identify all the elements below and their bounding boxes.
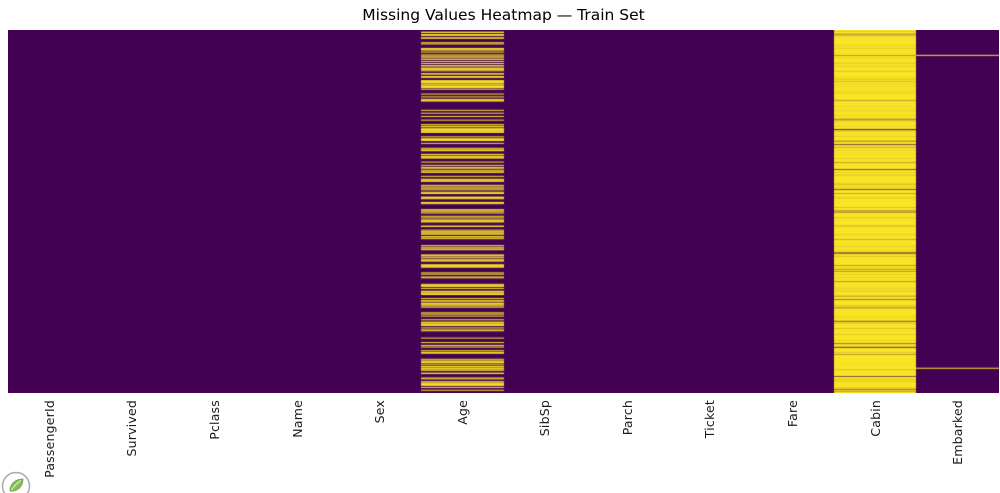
x-tick-pclass: Pclass [173, 400, 256, 492]
chart-title: Missing Values Heatmap — Train Set [362, 6, 645, 24]
x-tick-label: Cabin [867, 400, 883, 437]
x-tick-parch: Parch [586, 400, 669, 492]
watermark-logo [1, 471, 31, 493]
x-tick-name: Name [256, 400, 339, 492]
x-tick-label: Survived [124, 400, 140, 457]
x-tick-ticket: Ticket [669, 400, 752, 492]
x-axis-tick-labels: PassengerId Survived Pclass Name Sex Age… [8, 400, 999, 492]
x-tick-cabin: Cabin [834, 400, 917, 492]
x-tick-label: Fare [784, 400, 800, 428]
x-tick-label: Pclass [206, 400, 222, 440]
heatmap-canvas [8, 30, 999, 393]
x-tick-survived: Survived [91, 400, 174, 492]
x-tick-label: PassengerId [41, 400, 57, 478]
x-tick-sex: Sex [338, 400, 421, 492]
x-tick-label: Embarked [950, 400, 966, 465]
x-tick-label: SibSp [537, 400, 553, 437]
x-tick-label: Parch [619, 400, 635, 436]
x-tick-embarked: Embarked [916, 400, 999, 492]
x-tick-fare: Fare [751, 400, 834, 492]
plot-area [8, 30, 999, 393]
x-tick-label: Age [454, 400, 470, 425]
x-tick-age: Age [421, 400, 504, 492]
x-tick-sibsp: SibSp [503, 400, 586, 492]
x-tick-label: Name [289, 400, 305, 438]
x-tick-label: Ticket [702, 400, 718, 439]
leaf-logo-icon [1, 471, 31, 493]
x-tick-label: Sex [372, 400, 388, 424]
